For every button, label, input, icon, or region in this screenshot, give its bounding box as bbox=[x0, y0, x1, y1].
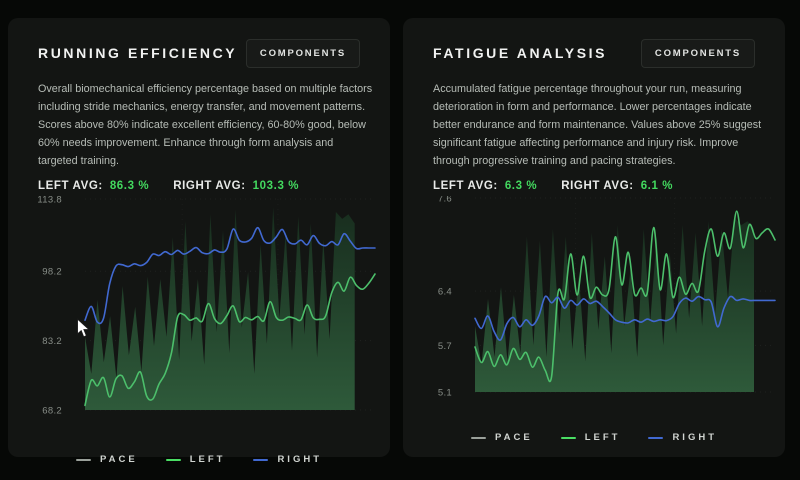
pace-dash-icon bbox=[470, 436, 486, 439]
panel-header: RUNNING EFFICIENCY COMPONENTS bbox=[38, 18, 360, 68]
panel-header: FATIGUE ANALYSIS COMPONENTS bbox=[433, 18, 755, 68]
right-dash-icon bbox=[253, 458, 269, 461]
left-avg-label: LEFT AVG: bbox=[38, 180, 103, 192]
y-tick-label: 83.2 bbox=[42, 336, 62, 347]
left-avg-value: 6.3 % bbox=[504, 180, 538, 192]
legend-item-left[interactable]: LEFT bbox=[165, 454, 226, 465]
y-tick-label: 68.2 bbox=[42, 406, 62, 417]
y-tick-label: 6.4 bbox=[438, 287, 452, 298]
y-tick-label: 5.1 bbox=[438, 388, 452, 397]
left-dash-icon bbox=[165, 458, 181, 461]
right-line bbox=[84, 226, 376, 325]
legend-label: PACE bbox=[494, 432, 533, 443]
right-avg-value: 103.3 % bbox=[252, 180, 300, 192]
legend-label: RIGHT bbox=[672, 432, 717, 443]
legend-label: LEFT bbox=[189, 454, 226, 465]
y-tick-label: 98.2 bbox=[42, 267, 62, 278]
pace-dash-icon bbox=[75, 458, 91, 461]
page-title: RUNNING EFFICIENCY bbox=[38, 45, 238, 61]
left-line bbox=[84, 273, 376, 407]
y-tick-label: 7.6 bbox=[438, 196, 452, 205]
legend-item-right[interactable]: RIGHT bbox=[253, 454, 322, 465]
legend-item-pace[interactable]: PACE bbox=[75, 454, 138, 465]
panel-running-efficiency: RUNNING EFFICIENCY COMPONENTS Overall bi… bbox=[8, 18, 390, 465]
pace-area bbox=[85, 207, 355, 410]
y-tick-label: 113.8 bbox=[37, 196, 62, 206]
right-avg-label: RIGHT AVG: bbox=[173, 180, 246, 192]
right-dash-icon bbox=[648, 436, 664, 439]
right-avg-label: RIGHT AVG: bbox=[561, 180, 634, 192]
fatigue-chart[interactable]: 7.6 6.4 5.7 5.1 bbox=[403, 196, 785, 396]
right-avg-value: 6.1 % bbox=[640, 180, 674, 192]
chart-legend: PACE LEFT RIGHT bbox=[38, 454, 360, 465]
page-title: FATIGUE ANALYSIS bbox=[433, 45, 608, 61]
right-line bbox=[474, 295, 776, 341]
chart-legend: PACE LEFT RIGHT bbox=[433, 432, 755, 443]
components-button[interactable]: COMPONENTS bbox=[245, 38, 360, 68]
panel-description: Accumulated fatigue percentage throughou… bbox=[433, 83, 762, 167]
legend-item-right[interactable]: RIGHT bbox=[648, 432, 717, 443]
left-line bbox=[474, 210, 776, 383]
avg-stats-row: LEFT AVG: 86.3 % RIGHT AVG: 103.3 % bbox=[38, 180, 360, 192]
panel-fatigue-analysis: FATIGUE ANALYSIS COMPONENTS Accumulated … bbox=[403, 18, 785, 457]
legend-label: PACE bbox=[99, 454, 138, 465]
efficiency-chart[interactable]: 113.8 98.2 83.2 68.2 bbox=[8, 196, 390, 418]
avg-stats-row: LEFT AVG: 6.3 % RIGHT AVG: 6.1 % bbox=[433, 180, 755, 192]
components-button[interactable]: COMPONENTS bbox=[640, 38, 755, 68]
legend-item-left[interactable]: LEFT bbox=[560, 432, 621, 443]
left-dash-icon bbox=[560, 436, 576, 439]
y-tick-label: 5.7 bbox=[438, 341, 452, 352]
legend-label: RIGHT bbox=[277, 454, 322, 465]
legend-item-pace[interactable]: PACE bbox=[470, 432, 533, 443]
pace-area bbox=[475, 217, 754, 392]
left-avg-value: 86.3 % bbox=[109, 180, 150, 192]
panel-description: Overall biomechanical efficiency percent… bbox=[38, 83, 373, 167]
legend-label: LEFT bbox=[584, 432, 621, 443]
left-avg-label: LEFT AVG: bbox=[433, 180, 498, 192]
